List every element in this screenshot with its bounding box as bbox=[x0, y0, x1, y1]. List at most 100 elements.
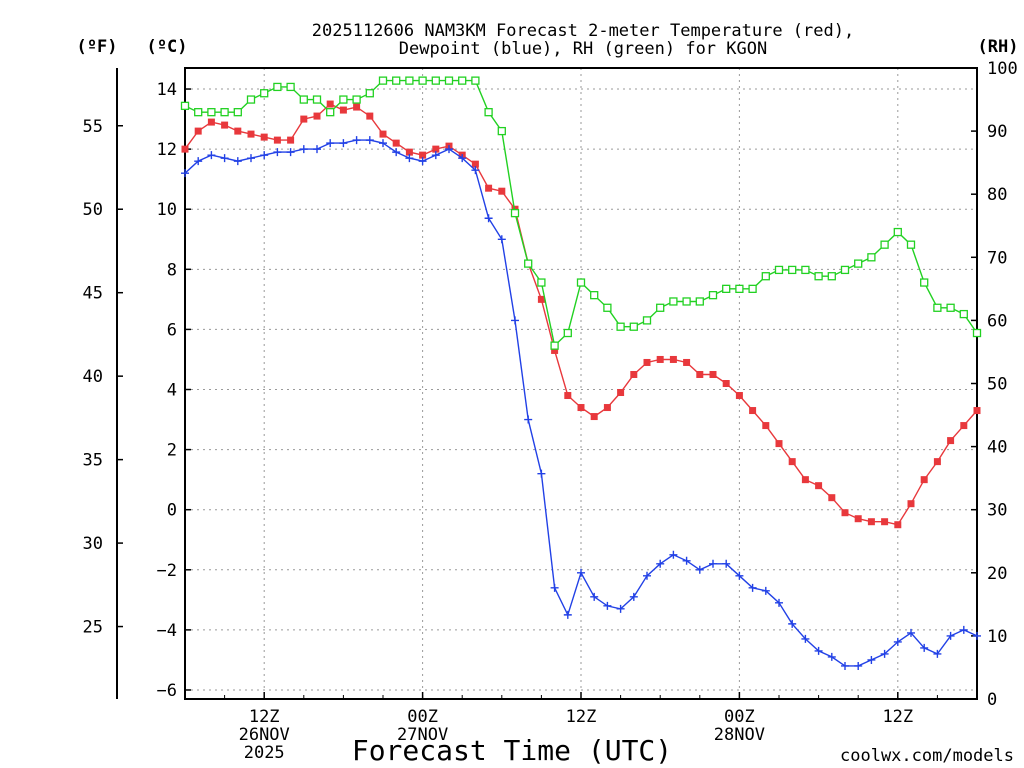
dewpoint-point-20 bbox=[445, 145, 453, 154]
dewpoint-point-39 bbox=[695, 565, 704, 574]
tick-label-x-0-0: 12Z bbox=[249, 707, 280, 727]
rh-point-16 bbox=[392, 76, 401, 85]
dewpoint-point-33 bbox=[616, 604, 625, 613]
rh-point-48 bbox=[814, 272, 823, 281]
temperature-point-29 bbox=[564, 392, 572, 400]
series-dewpoint bbox=[181, 136, 981, 670]
rh-point-51 bbox=[854, 259, 863, 268]
rh-point-52 bbox=[867, 253, 876, 262]
dewpoint-point-32 bbox=[603, 601, 612, 610]
temperature-point-36 bbox=[656, 355, 664, 363]
temperature-point-41 bbox=[722, 380, 730, 387]
tick-label-rh-60: 60 bbox=[987, 311, 1007, 331]
temperature-point-2 bbox=[207, 118, 215, 126]
tick-label-rh-70: 70 bbox=[987, 248, 1007, 268]
temperature-point-18 bbox=[419, 151, 427, 159]
temperature-point-28 bbox=[551, 346, 559, 354]
rh-point-23 bbox=[484, 108, 493, 117]
rh-point-37 bbox=[669, 297, 678, 306]
dewpoint-point-8 bbox=[286, 148, 295, 157]
temperature-point-39 bbox=[696, 370, 704, 378]
tick-label-rh-50: 50 bbox=[987, 375, 1007, 395]
tick-label-c-14: 14 bbox=[157, 80, 177, 100]
credit-text: coolwx.com/models bbox=[840, 746, 1014, 766]
rh-point-44 bbox=[761, 272, 770, 281]
rh-point-56 bbox=[920, 278, 929, 287]
rh-point-42 bbox=[735, 284, 744, 294]
rh-point-45 bbox=[774, 265, 784, 275]
rh-point-31 bbox=[590, 291, 599, 300]
dewpoint-point-58 bbox=[946, 631, 955, 640]
rh-point-12 bbox=[339, 95, 348, 104]
tick-label-c-6: 6 bbox=[167, 320, 177, 340]
dewpoint-point-22 bbox=[471, 166, 480, 175]
dewpoint-point-15 bbox=[379, 139, 387, 148]
rh-point-47 bbox=[801, 265, 810, 275]
rh-point-3 bbox=[220, 108, 229, 117]
rh-point-36 bbox=[656, 303, 665, 312]
temperature-point-47 bbox=[801, 476, 809, 484]
unit-label-fahrenheit: (ºF) bbox=[77, 37, 118, 57]
rh-point-50 bbox=[840, 265, 850, 275]
tick-label-rh-30: 30 bbox=[987, 501, 1007, 521]
dewpoint-point-55 bbox=[907, 628, 915, 637]
dewpoint-point-43 bbox=[748, 583, 757, 592]
temperature-point-31 bbox=[590, 413, 598, 421]
temperature-point-13 bbox=[353, 103, 361, 111]
tick-label-c-12: 12 bbox=[157, 140, 177, 160]
tick-label-c--6: −6 bbox=[157, 681, 177, 701]
temperature-point-35 bbox=[643, 358, 651, 366]
rh-point-55 bbox=[906, 240, 916, 249]
dewpoint-point-0 bbox=[181, 169, 189, 178]
rh-point-5 bbox=[246, 95, 256, 104]
rh-point-40 bbox=[708, 291, 718, 300]
dewpoint-point-25 bbox=[511, 316, 519, 325]
tick-label-f-30: 30 bbox=[83, 534, 103, 554]
temperature-point-24 bbox=[498, 187, 506, 195]
temperature-point-23 bbox=[485, 184, 493, 192]
tick-label-c-0: 0 bbox=[167, 501, 177, 521]
x-axis-label: Forecast Time (UTC) bbox=[352, 734, 672, 767]
temperature-point-32 bbox=[603, 404, 611, 412]
tick-label-rh-100: 100 bbox=[987, 59, 1018, 79]
dewpoint-point-45 bbox=[775, 598, 783, 607]
temperature-point-59 bbox=[960, 422, 968, 430]
temperature-point-16 bbox=[392, 139, 400, 147]
rh-point-27 bbox=[537, 278, 546, 287]
temperature-point-60 bbox=[973, 407, 981, 415]
dewpoint-point-14 bbox=[365, 136, 374, 145]
dewpoint-point-11 bbox=[326, 139, 335, 148]
dewpoint-point-52 bbox=[867, 655, 876, 664]
dewpoint-point-2 bbox=[207, 151, 216, 160]
temperature-point-38 bbox=[683, 358, 691, 366]
plot-frame bbox=[184, 67, 978, 700]
rh-point-53 bbox=[880, 240, 889, 249]
dewpoint-point-34 bbox=[629, 592, 638, 601]
dewpoint-point-37 bbox=[669, 550, 678, 559]
tick-label-x-3-1: 28NOV bbox=[714, 725, 765, 745]
tick-label-c-2: 2 bbox=[167, 441, 177, 461]
dewpoint-point-27 bbox=[537, 469, 546, 478]
rh-point-6 bbox=[260, 89, 269, 98]
temperature-point-52 bbox=[867, 518, 875, 526]
unit-label-rh: (RH) bbox=[978, 37, 1019, 57]
rh-point-11 bbox=[326, 108, 335, 117]
rh-point-29 bbox=[563, 328, 572, 338]
temperature-point-14 bbox=[366, 112, 374, 120]
dewpoint-point-21 bbox=[458, 154, 467, 163]
dewpoint-point-54 bbox=[893, 637, 902, 646]
temperature-point-56 bbox=[920, 476, 928, 484]
temperature-point-54 bbox=[894, 521, 902, 529]
dewpoint-point-23 bbox=[484, 214, 493, 223]
temperature-point-42 bbox=[735, 392, 743, 400]
dewpoint-point-60 bbox=[973, 631, 981, 640]
rh-point-19 bbox=[431, 76, 440, 85]
tick-label-x-4-0: 12Z bbox=[882, 707, 913, 727]
rh-point-38 bbox=[682, 297, 691, 306]
gridlines bbox=[185, 68, 977, 699]
rh-point-18 bbox=[418, 76, 427, 85]
rh-point-60 bbox=[972, 328, 982, 338]
rh-point-46 bbox=[788, 265, 797, 275]
rh-point-1 bbox=[194, 108, 203, 117]
